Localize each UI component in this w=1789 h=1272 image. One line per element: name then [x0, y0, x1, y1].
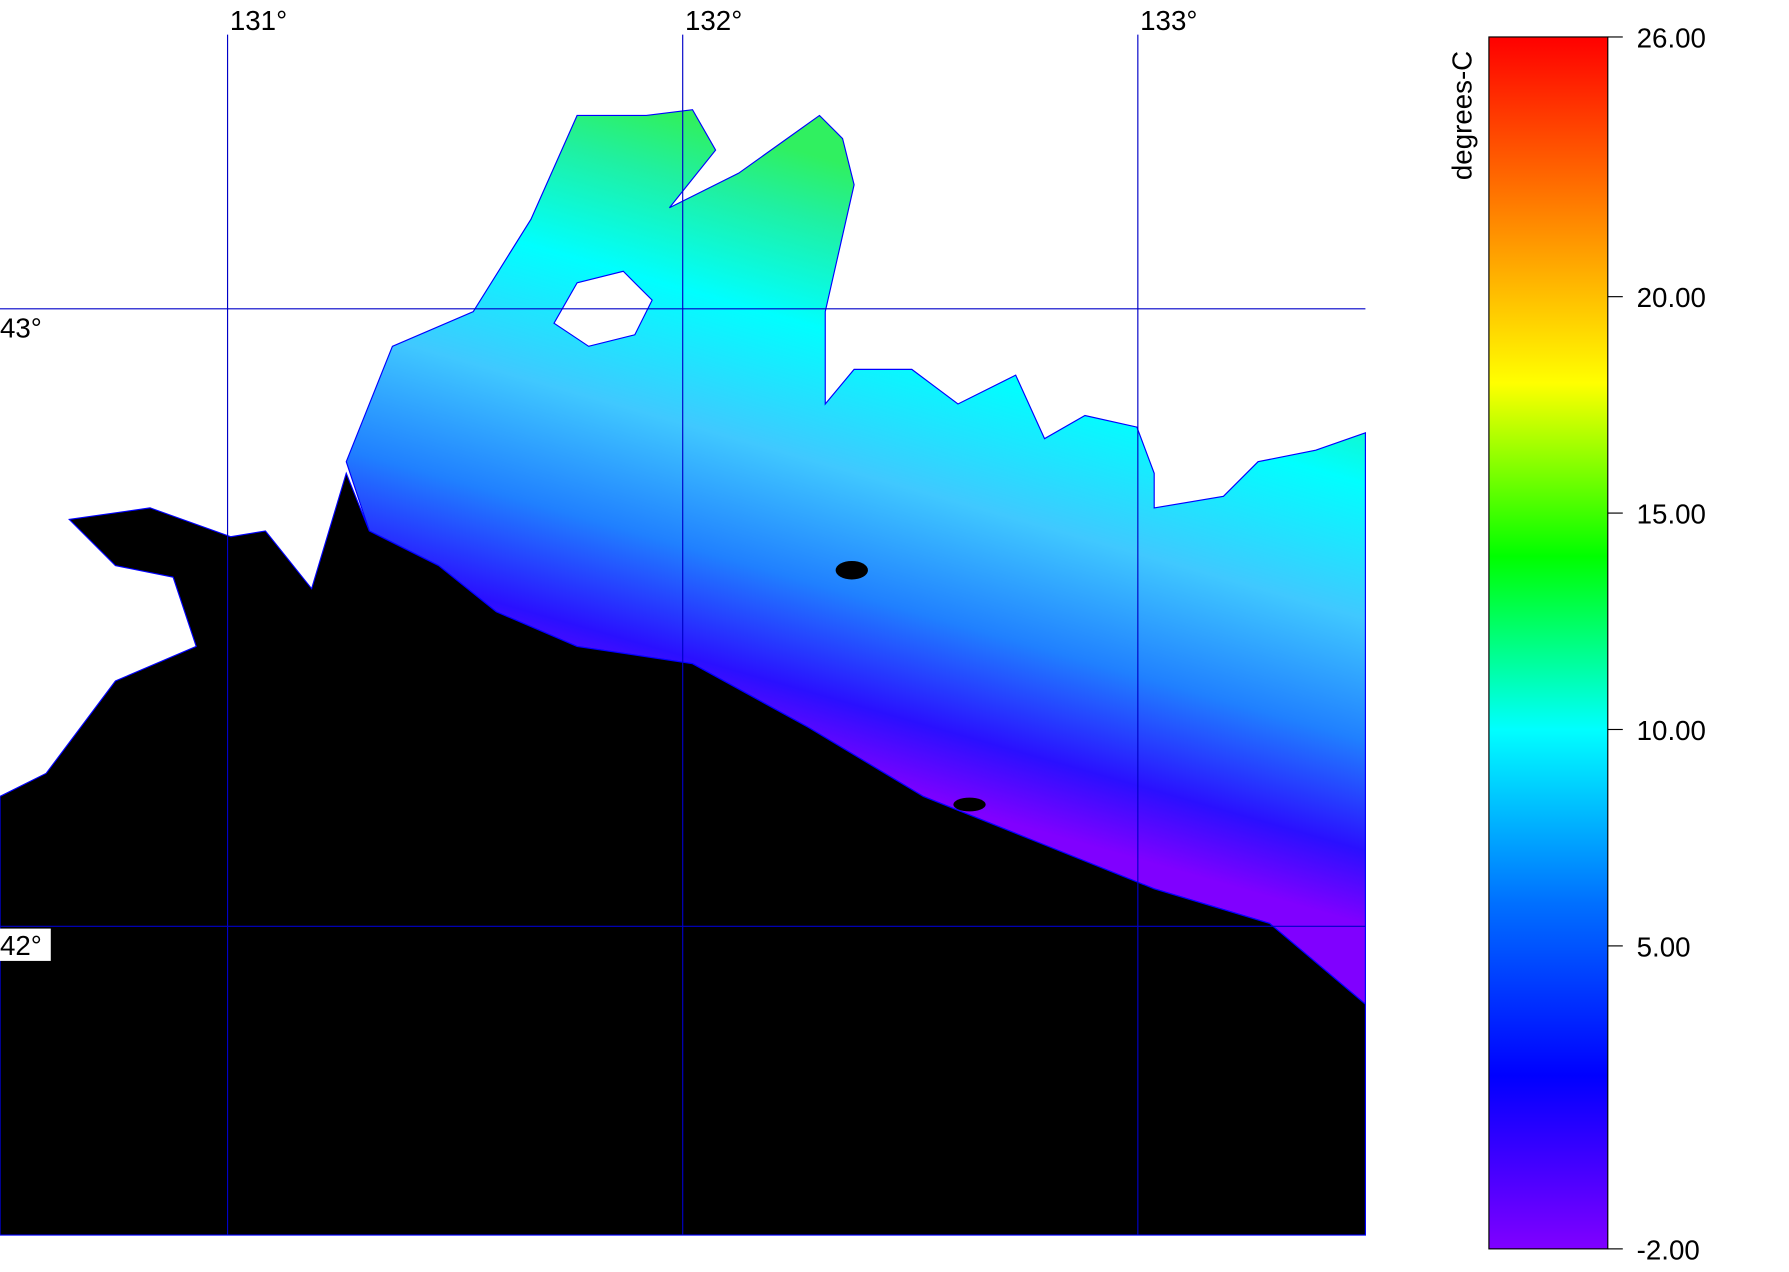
colorbar-tick-label: 15.00	[1637, 498, 1706, 529]
lat-tick-label: 43°	[0, 313, 42, 344]
cloud-patch	[835, 560, 868, 580]
colorbar-tick-label: 20.00	[1637, 282, 1706, 313]
lon-tick-label: 131°	[230, 5, 287, 36]
colorbar-label: degrees-C	[1447, 51, 1478, 180]
label-background	[0, 928, 51, 961]
lon-tick-label: 132°	[685, 5, 742, 36]
colorbar-tick-label: 10.00	[1637, 715, 1706, 746]
cloud-patch	[953, 797, 986, 812]
lon-tick-label: 133°	[1140, 5, 1197, 36]
label-background	[0, 311, 51, 344]
colorbar-tick-label: 26.00	[1637, 22, 1706, 53]
colorbar	[1488, 36, 1609, 1250]
graticule	[0, 34, 1366, 1236]
lat-tick-label: 42°	[0, 930, 42, 961]
colorbar-tick-label: -2.00	[1637, 1234, 1700, 1265]
colorbar-tick-label: 5.00	[1637, 931, 1691, 962]
